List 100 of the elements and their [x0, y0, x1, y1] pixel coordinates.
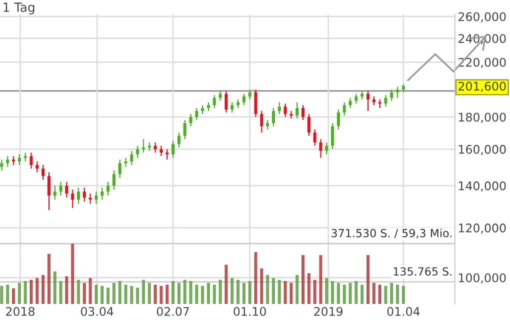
ref-line-label: 135.765 S. [394, 267, 452, 276]
bar [384, 286, 388, 304]
candlestick [53, 185, 56, 200]
bar [195, 284, 198, 304]
chart-subtitle: 1 Tag [4, 2, 34, 14]
candlestick [130, 150, 134, 166]
bar [94, 284, 98, 304]
x-tick-label: 01.10 [234, 306, 266, 316]
bar [148, 282, 151, 304]
bar [166, 284, 169, 304]
candlestick [284, 103, 287, 118]
y-tick-label: 120,000 [458, 224, 506, 234]
candlestick [325, 142, 328, 155]
candlestick [266, 119, 270, 130]
bar [183, 280, 186, 304]
bar [142, 280, 145, 304]
x-tick-label: 2019 [314, 306, 343, 316]
candlestick [136, 145, 140, 158]
x-tick-label: 01.04 [387, 306, 420, 316]
bar [12, 288, 16, 304]
bar [212, 284, 216, 304]
x-tick-label: 2018 [6, 306, 34, 316]
bar [177, 282, 180, 304]
candlestick [100, 187, 104, 200]
candlestick [301, 104, 305, 121]
bar [154, 284, 157, 304]
bar [172, 281, 175, 304]
candlestick [212, 94, 216, 109]
candlestick [348, 97, 352, 109]
bar [290, 282, 293, 304]
bar [307, 273, 310, 304]
x-tick-label: 03.04 [80, 306, 114, 316]
candlestick [65, 181, 68, 198]
bar [301, 255, 305, 304]
bar [236, 280, 240, 304]
y-tick-label: 240,000 [458, 34, 506, 44]
candlestick [189, 113, 192, 127]
candlestick [160, 145, 163, 157]
bar [100, 286, 104, 304]
bar [206, 282, 210, 304]
candlestick [254, 89, 258, 118]
bar [378, 284, 382, 304]
bar [272, 278, 275, 304]
bar [248, 281, 252, 304]
bar [65, 276, 68, 304]
bar [18, 282, 21, 304]
candlestick [106, 181, 110, 196]
bar [36, 278, 39, 304]
bar [118, 281, 122, 304]
bar [0, 286, 4, 304]
bar [260, 268, 264, 304]
bar [230, 278, 234, 304]
bar [354, 281, 358, 304]
candlestick [18, 154, 21, 166]
bar [336, 282, 340, 304]
candlestick [396, 86, 400, 98]
bar [390, 282, 394, 304]
bar [112, 282, 116, 304]
candlestick [230, 102, 234, 114]
bar [218, 280, 222, 304]
bar [342, 284, 346, 304]
bar [266, 275, 270, 304]
bar [160, 286, 163, 304]
bar [360, 284, 364, 304]
candlestick [36, 160, 39, 173]
bar [402, 286, 405, 304]
bar [366, 255, 370, 304]
bar [42, 275, 45, 304]
candlestick [112, 170, 116, 190]
candlestick [47, 172, 50, 211]
candlestick [260, 110, 264, 134]
bar [284, 281, 287, 304]
y-tick-label: 100,000 [458, 273, 506, 284]
candlestick [296, 102, 299, 120]
y-tick-label: 160,000 [458, 144, 506, 156]
y-tick-label: 260,000 [458, 12, 506, 22]
bar [325, 278, 328, 304]
candlestick [331, 122, 334, 150]
bar [136, 288, 140, 304]
y-tick-label: 180,000 [458, 112, 506, 123]
candlestick [366, 90, 370, 112]
candlestick [390, 89, 394, 102]
bar [106, 288, 110, 304]
candlestick [218, 90, 222, 102]
candlestick [248, 89, 252, 100]
bar [189, 281, 192, 304]
candlestick [342, 102, 346, 116]
candlestick [6, 156, 10, 168]
bar [372, 282, 376, 304]
candlestick [30, 152, 33, 170]
bar [313, 280, 316, 304]
x-tick-label: 02.07 [156, 306, 189, 316]
bar [76, 280, 80, 304]
bar [59, 281, 62, 304]
bar [319, 255, 322, 304]
bar [396, 284, 400, 304]
candlestick [272, 107, 275, 127]
candlestick [224, 90, 228, 114]
bar [47, 254, 50, 304]
candlestick [242, 93, 246, 106]
